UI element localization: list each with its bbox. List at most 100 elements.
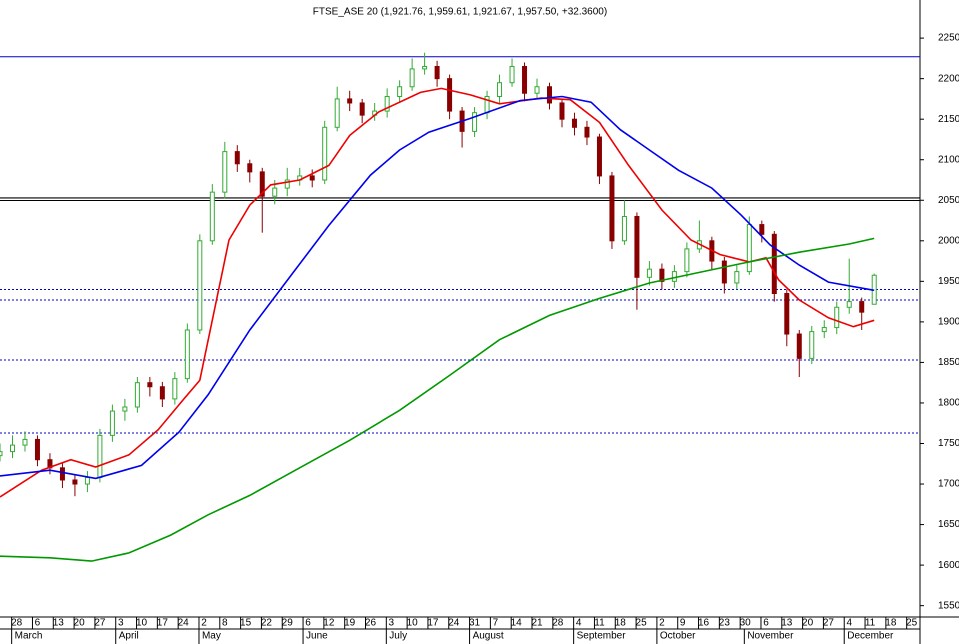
x-tick-label: 4: [846, 618, 852, 629]
month-label: June: [306, 631, 328, 642]
candle-body: [746, 224, 752, 273]
candle-body: [659, 268, 665, 282]
candle-body: [334, 98, 340, 128]
y-tick-label: 1750: [938, 438, 959, 449]
candle-body: [447, 78, 453, 112]
x-tick-label: 18: [615, 618, 627, 629]
y-tick-label: 2100: [938, 154, 959, 165]
x-tick-label: 6: [763, 618, 769, 629]
candle-body: [122, 406, 128, 412]
y-tick-label: 2000: [938, 235, 959, 246]
candle-body: [559, 102, 565, 120]
x-tick-label: 4: [576, 618, 582, 629]
x-tick-label: 18: [885, 618, 897, 629]
candle-body: [734, 271, 740, 284]
candle-body: [22, 438, 28, 446]
month-label: November: [747, 631, 794, 642]
candle-body: [134, 382, 140, 408]
x-tick-label: 11: [865, 618, 876, 629]
candle-body: [584, 126, 590, 138]
candle-body: [621, 215, 627, 242]
x-tick-label: 27: [823, 618, 835, 629]
candle-body: [784, 293, 790, 335]
y-tick-label: 2050: [938, 195, 959, 206]
y-tick-label: 2200: [938, 73, 959, 84]
y-tick-label: 1800: [938, 398, 959, 409]
y-tick-label: 2250: [938, 33, 959, 44]
candle-body: [272, 187, 278, 197]
y-tick-label: 1600: [938, 560, 959, 571]
x-tick-label: 26: [365, 618, 377, 629]
x-tick-label: 28: [11, 618, 23, 629]
x-tick-label: 29: [282, 618, 294, 629]
candle-body: [846, 301, 852, 308]
candle-body: [147, 382, 153, 388]
x-tick-label: 3: [389, 618, 395, 629]
candle-body: [684, 248, 690, 273]
x-tick-label: 28: [552, 618, 564, 629]
x-tick-label: 6: [35, 618, 41, 629]
x-tick-label: 30: [740, 618, 752, 629]
x-tick-label: 21: [531, 618, 543, 629]
y-tick-label: 1850: [938, 357, 959, 368]
candle-body: [472, 112, 478, 132]
candle-body: [497, 82, 503, 97]
candle-body: [834, 306, 840, 329]
candle-body: [9, 444, 15, 453]
candle-body: [409, 68, 415, 88]
candle-body: [247, 163, 253, 173]
month-label: April: [119, 631, 139, 642]
candle-body: [509, 65, 515, 84]
candle-body: [0, 451, 3, 457]
candle-body: [59, 467, 65, 481]
x-tick-label: 31: [469, 618, 481, 629]
month-label: May: [202, 631, 221, 642]
moving-average-line: [0, 95, 875, 480]
x-tick-label: 10: [407, 618, 419, 629]
x-tick-label: 7: [493, 618, 499, 629]
y-tick-label: 1700: [938, 479, 959, 490]
month-label: October: [660, 631, 696, 642]
x-tick-label: 8: [222, 618, 228, 629]
candle-body: [347, 98, 353, 104]
month-label: December: [847, 631, 894, 642]
candle-body: [284, 179, 290, 189]
x-tick-label: 19: [344, 618, 356, 629]
x-tick-label: 23: [719, 618, 731, 629]
y-tick-label: 1550: [938, 600, 959, 611]
candle-body: [184, 329, 190, 380]
candle-body: [671, 271, 677, 282]
x-tick-label: 25: [636, 618, 648, 629]
candle-body: [759, 224, 765, 235]
candle-body: [522, 65, 528, 94]
candle-body: [422, 65, 428, 70]
candle-body: [809, 331, 815, 359]
x-tick-label: 24: [178, 618, 190, 629]
candle-body: [222, 151, 228, 193]
candle-body: [84, 477, 90, 485]
candle-body: [309, 175, 315, 181]
candle-body: [109, 410, 115, 436]
candle-body: [159, 386, 165, 400]
month-label: September: [577, 631, 627, 642]
candle-body: [646, 268, 652, 278]
y-tick-label: 1950: [938, 276, 959, 287]
y-tick-label: 1650: [938, 519, 959, 530]
candle-body: [609, 175, 615, 242]
candle-body: [97, 434, 103, 479]
x-tick-label: 12: [323, 618, 335, 629]
x-tick-label: 24: [448, 618, 460, 629]
x-tick-label: 10: [136, 618, 148, 629]
candle-body: [234, 151, 240, 165]
y-tick-label: 2150: [938, 114, 959, 125]
candle-body: [596, 136, 602, 177]
candle-body: [359, 102, 365, 116]
candle-body: [197, 240, 203, 331]
month-label: March: [15, 631, 43, 642]
x-tick-label: 3: [118, 618, 124, 629]
month-label: August: [473, 631, 504, 642]
x-tick-label: 17: [427, 618, 439, 629]
candle-body: [534, 86, 540, 94]
